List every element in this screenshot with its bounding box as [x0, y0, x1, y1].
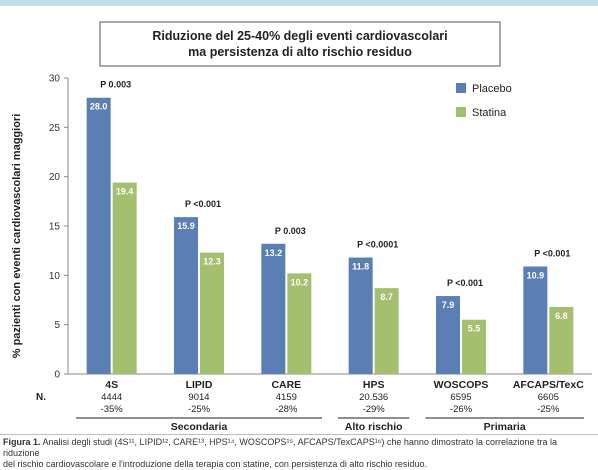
- y-axis-label: % pazienti con eventi cardiovascolari ma…: [11, 114, 23, 359]
- x-category-label: WOSCOPS: [434, 379, 489, 391]
- risk-reduction: -28%: [275, 404, 298, 415]
- n-value: 4159: [276, 392, 297, 403]
- n-value: 6595: [450, 392, 471, 403]
- caption-line-2: del rischio cardiovascolare e l'introduz…: [3, 459, 427, 469]
- bar-value-label-statina: 10.2: [291, 277, 309, 287]
- legend-label: Placebo: [472, 83, 512, 95]
- caption-rule: [0, 434, 598, 435]
- bar-value-label-statina: 12.3: [203, 257, 221, 267]
- y-tick-label: 20: [49, 172, 61, 183]
- p-value-label: P 0.003: [275, 226, 306, 236]
- p-value-label: P <0.0001: [357, 240, 398, 250]
- risk-reduction: -25%: [188, 404, 211, 415]
- top-rule: [0, 0, 598, 6]
- group-label: Secondaria: [171, 421, 228, 432]
- bar-placebo: [436, 296, 460, 374]
- y-tick-label: 10: [49, 271, 61, 282]
- bar-value-label-placebo: 10.9: [527, 270, 545, 280]
- p-value-label: P 0.003: [100, 80, 131, 90]
- x-category-label: AFCAPS/TexC: [513, 379, 584, 391]
- legend-label: Statina: [472, 107, 507, 119]
- legend-swatch: [456, 83, 466, 93]
- bar-placebo: [348, 257, 373, 374]
- bar-statina: [287, 273, 312, 374]
- caption-line-1: Analisi degli studi (4S¹¹, LIPID¹², CARE…: [3, 437, 557, 458]
- bar-value-label-statina: 6.8: [555, 311, 568, 321]
- bar-statina: [549, 306, 574, 374]
- figure-caption: Figura 1. Analisi degli studi (4S¹¹, LIP…: [3, 437, 595, 470]
- bar-placebo: [86, 97, 111, 374]
- x-category-label: HPS: [363, 379, 385, 391]
- title-box: [99, 21, 501, 67]
- caption-label: Figura 1.: [3, 437, 41, 447]
- n-value: 4444: [101, 392, 122, 403]
- bar-value-label-placebo: 11.8: [352, 262, 369, 272]
- bar-chart: Riduzione del 25-40% degli eventi cardio…: [11, 21, 592, 432]
- bar-statina: [112, 182, 137, 374]
- p-value-label: P <0.001: [447, 278, 483, 288]
- x-category-label: LIPID: [186, 379, 213, 391]
- bar-value-label-placebo: 15.9: [177, 221, 195, 231]
- n-value: 20.536: [359, 392, 388, 403]
- risk-reduction: -26%: [450, 404, 473, 415]
- x-category-label: 4S: [105, 379, 118, 391]
- n-row-label: N.: [36, 392, 46, 403]
- bar-statina: [374, 288, 399, 374]
- bar-placebo: [261, 243, 286, 374]
- bar-statina: [200, 252, 224, 374]
- bar-placebo: [174, 217, 198, 374]
- y-tick-label: 5: [54, 320, 60, 331]
- bar-value-label-statina: 19.4: [116, 187, 134, 197]
- group-label: Alto rischio: [345, 421, 403, 432]
- bar-value-label-placebo: 7.9: [442, 300, 455, 310]
- chart-title-line-2: ma persistenza di alto rischio residuo: [188, 45, 412, 59]
- bar-value-label-placebo: 13.2: [265, 248, 283, 258]
- y-tick-label: 0: [54, 370, 60, 381]
- risk-reduction: -25%: [537, 404, 560, 415]
- p-value-label: P <0.001: [185, 199, 221, 209]
- bar-placebo: [523, 266, 548, 374]
- y-tick-label: 25: [49, 123, 61, 134]
- bar-value-label-placebo: 28.0: [90, 102, 108, 112]
- legend-swatch: [456, 107, 466, 117]
- bar-value-label-statina: 8.7: [380, 292, 393, 302]
- bar-value-label-statina: 5.5: [468, 324, 481, 334]
- risk-reduction: -35%: [101, 404, 124, 415]
- y-tick-label: 30: [49, 74, 61, 85]
- n-value: 9014: [188, 392, 209, 403]
- risk-reduction: -29%: [363, 404, 386, 415]
- y-tick-label: 15: [49, 222, 61, 233]
- group-label: Primaria: [484, 421, 526, 432]
- n-value: 6605: [538, 392, 559, 403]
- bar-statina: [462, 319, 486, 374]
- chart-title-line-1: Riduzione del 25-40% degli eventi cardio…: [152, 29, 447, 43]
- x-category-label: CARE: [271, 379, 301, 391]
- p-value-label: P <0.001: [534, 248, 570, 258]
